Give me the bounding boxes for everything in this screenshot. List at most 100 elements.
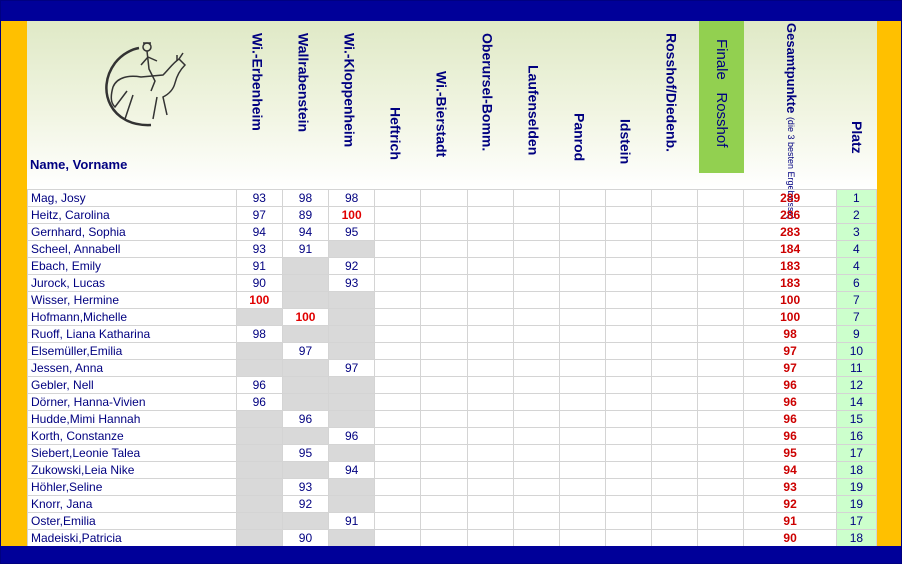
score-cell bbox=[420, 495, 468, 513]
score-cell bbox=[604, 376, 653, 394]
score-cell bbox=[558, 512, 606, 530]
score-cell bbox=[420, 393, 468, 411]
score-cell bbox=[420, 325, 468, 343]
results-table: Mag, Josy 93 98 98 289 1 Heitz, Carolina 97 89 10… bbox=[27, 189, 878, 547]
score-cell bbox=[697, 206, 745, 224]
score-cell bbox=[697, 308, 745, 326]
score-cell bbox=[558, 240, 606, 258]
total-points: 98 bbox=[743, 325, 837, 343]
score-cell bbox=[374, 359, 422, 377]
table-row: Jessen, Anna 97 97 11 bbox=[27, 359, 878, 377]
table-row: Ebach, Emily 91 92 183 4 bbox=[27, 257, 878, 275]
rank-cell: 4 bbox=[835, 240, 878, 258]
score-cell bbox=[235, 410, 283, 428]
total-points: 90 bbox=[743, 529, 837, 547]
table-row: Mag, Josy 93 98 98 289 1 bbox=[27, 189, 878, 207]
participant-name: Gebler, Nell bbox=[27, 376, 237, 394]
score-cell bbox=[420, 359, 468, 377]
score-cell bbox=[281, 461, 330, 479]
rank-cell: 10 bbox=[835, 342, 878, 360]
column-header-wi-erbenheim: Wi.-Erbenheim bbox=[249, 33, 266, 131]
total-points: 184 bbox=[743, 240, 837, 258]
total-points: 92 bbox=[743, 495, 837, 513]
score-cell bbox=[558, 342, 606, 360]
table-row: Ruoff, Liana Katharina 98 98 9 bbox=[27, 325, 878, 343]
score-cell: 100 bbox=[235, 291, 283, 309]
score-cell bbox=[512, 393, 560, 411]
participant-name: Scheel, Annabell bbox=[27, 240, 237, 258]
table-row: Elsemüller,Emilia 97 97 10 bbox=[27, 342, 878, 360]
score-cell bbox=[235, 495, 283, 513]
score-cell bbox=[328, 325, 376, 343]
total-label: Gesamtpunkte bbox=[784, 23, 799, 114]
rank-cell: 16 bbox=[835, 427, 878, 445]
score-cell bbox=[604, 257, 653, 275]
score-cell bbox=[374, 274, 422, 292]
participant-name: Ruoff, Liana Katharina bbox=[27, 325, 237, 343]
score-cell bbox=[558, 478, 606, 496]
participant-name: Hofmann,Michelle bbox=[27, 308, 237, 326]
score-cell bbox=[512, 444, 560, 462]
score-cell bbox=[697, 189, 745, 207]
score-cell bbox=[281, 257, 330, 275]
score-cell bbox=[466, 291, 514, 309]
rank-cell: 3 bbox=[835, 223, 878, 241]
score-cell bbox=[697, 291, 745, 309]
score-cell bbox=[558, 427, 606, 445]
score-cell bbox=[651, 529, 699, 547]
score-cell bbox=[281, 274, 330, 292]
total-points: 91 bbox=[743, 512, 837, 530]
total-points: 96 bbox=[743, 427, 837, 445]
left-frame-bar bbox=[1, 21, 27, 546]
column-header-finale-rosshof: Finale Rosshof bbox=[699, 21, 744, 173]
total-points: 286 bbox=[743, 206, 837, 224]
participant-name: Knorr, Jana bbox=[27, 495, 237, 513]
column-header-oberursel-bomm: Oberursel-Bomm. bbox=[479, 33, 496, 152]
score-cell bbox=[697, 427, 745, 445]
participant-name: Heitz, Carolina bbox=[27, 206, 237, 224]
score-cell bbox=[328, 376, 376, 394]
score-cell bbox=[651, 257, 699, 275]
score-cell bbox=[558, 529, 606, 547]
score-cell bbox=[235, 461, 283, 479]
score-cell bbox=[512, 206, 560, 224]
score-cell bbox=[374, 223, 422, 241]
score-cell bbox=[420, 291, 468, 309]
score-cell bbox=[374, 529, 422, 547]
score-cell bbox=[651, 325, 699, 343]
score-cell: 98 bbox=[235, 325, 283, 343]
score-cell bbox=[328, 478, 376, 496]
score-cell bbox=[651, 342, 699, 360]
score-cell bbox=[374, 342, 422, 360]
score-cell bbox=[604, 308, 653, 326]
score-cell bbox=[558, 393, 606, 411]
score-cell bbox=[466, 410, 514, 428]
score-cell bbox=[697, 393, 745, 411]
score-cell bbox=[651, 444, 699, 462]
score-cell bbox=[420, 529, 468, 547]
column-header-rosshof-diedenb: Rosshof/Diedenb. bbox=[663, 33, 680, 153]
score-cell bbox=[697, 478, 745, 496]
participant-name: Siebert,Leonie Talea bbox=[27, 444, 237, 462]
score-cell bbox=[558, 325, 606, 343]
score-cell bbox=[697, 529, 745, 547]
score-cell bbox=[604, 478, 653, 496]
score-cell bbox=[512, 291, 560, 309]
total-points: 289 bbox=[743, 189, 837, 207]
score-cell: 96 bbox=[328, 427, 376, 445]
score-cell bbox=[558, 461, 606, 479]
score-cell bbox=[558, 189, 606, 207]
score-cell bbox=[512, 529, 560, 547]
participant-name: Korth, Constanze bbox=[27, 427, 237, 445]
score-cell bbox=[420, 478, 468, 496]
column-header-wi-bierstadt: Wi.-Bierstadt bbox=[433, 71, 450, 158]
score-cell: 96 bbox=[281, 410, 330, 428]
score-cell bbox=[512, 410, 560, 428]
score-cell bbox=[651, 495, 699, 513]
rank-cell: 19 bbox=[835, 478, 878, 496]
score-cell bbox=[604, 223, 653, 241]
total-points: 97 bbox=[743, 359, 837, 377]
score-cell bbox=[420, 342, 468, 360]
score-cell bbox=[235, 342, 283, 360]
score-cell bbox=[466, 359, 514, 377]
